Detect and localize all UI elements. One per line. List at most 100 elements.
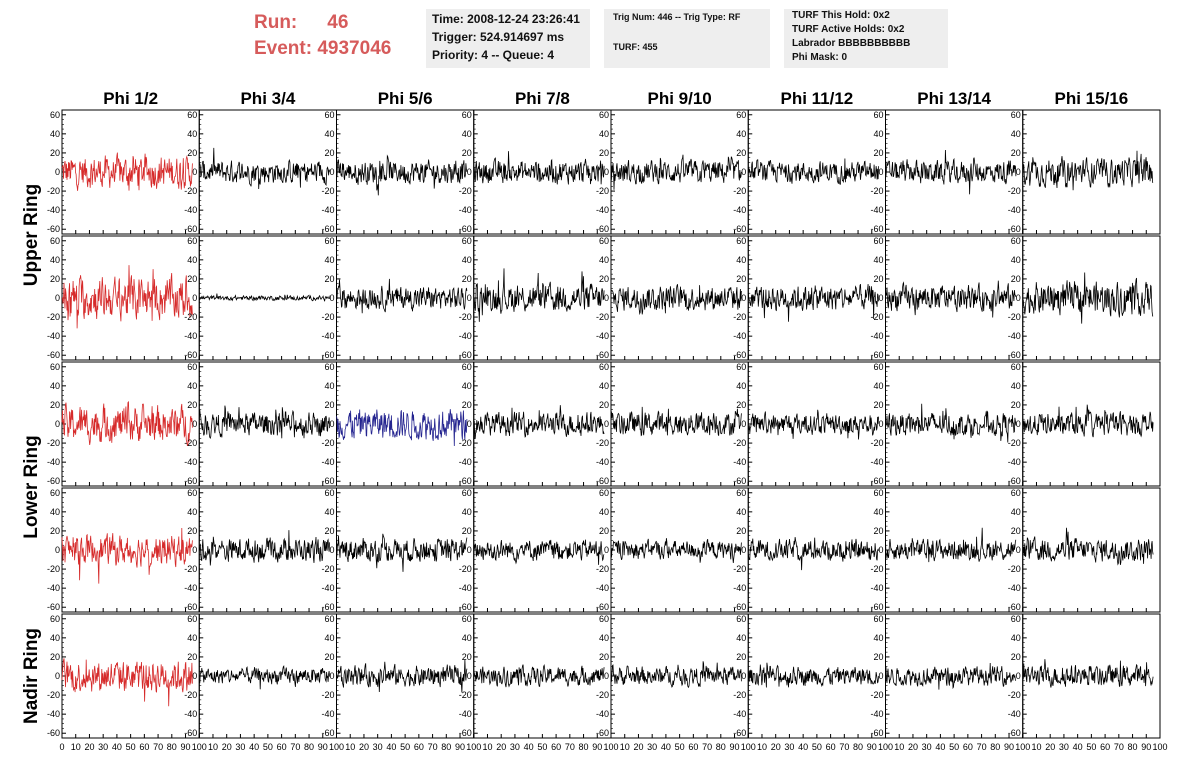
turf-text: TURF: 455 bbox=[613, 42, 658, 52]
x-tick-label-6-6: 60 bbox=[963, 742, 973, 752]
panel-frame-1-3 bbox=[473, 235, 612, 361]
column-title-5: Phi 11/12 bbox=[780, 89, 853, 108]
y-tick-label-1-2-1: -40 bbox=[321, 331, 334, 341]
trace-2-0 bbox=[61, 400, 193, 447]
y-tick-label-2-6-0: -60 bbox=[870, 476, 883, 486]
y-tick-label-4-0-2: -20 bbox=[47, 690, 60, 700]
y-tick-label-3-5-5: 40 bbox=[736, 507, 746, 517]
trace-3-2 bbox=[336, 533, 468, 572]
y-tick-label-2-4-3: 0 bbox=[604, 419, 609, 429]
y-tick-label-1-0-4: 20 bbox=[50, 274, 60, 284]
y-tick-label-3-7-6: 60 bbox=[1011, 488, 1021, 498]
trace-3-5 bbox=[747, 537, 879, 571]
y-tick-label-4-1-2: -20 bbox=[184, 690, 197, 700]
x-tick-label-2-2: 20 bbox=[359, 742, 369, 752]
y-tick-label-2-3-0: -60 bbox=[459, 476, 472, 486]
x-tick-label-5-7: 70 bbox=[839, 742, 849, 752]
x-tick-label-3-10: 100 bbox=[603, 742, 618, 752]
y-tick-label-2-1-1: -40 bbox=[184, 457, 197, 467]
y-tick-label-3-6-0: -60 bbox=[870, 602, 883, 612]
y-tick-label-4-5-2: -20 bbox=[733, 690, 746, 700]
y-tick-label-0-4-2: -20 bbox=[596, 186, 609, 196]
y-tick-label-2-4-4: 20 bbox=[599, 400, 609, 410]
y-tick-label-1-0-1: -40 bbox=[47, 331, 60, 341]
y-tick-label-4-5-0: -60 bbox=[733, 728, 746, 738]
trace-4-2 bbox=[336, 659, 468, 693]
y-tick-label-4-7-3: 0 bbox=[1016, 671, 1021, 681]
trace-0-4 bbox=[610, 154, 742, 190]
y-tick-label-3-4-1: -40 bbox=[596, 583, 609, 593]
y-tick-label-3-3-4: 20 bbox=[462, 526, 472, 536]
x-tick-label-2-10: 100 bbox=[466, 742, 481, 752]
y-tick-label-2-6-3: 0 bbox=[878, 419, 883, 429]
y-tick-label-0-7-0: -60 bbox=[1008, 224, 1021, 234]
phi-mask-text: Phi Mask: 0 bbox=[792, 52, 848, 63]
trace-1-5 bbox=[747, 283, 879, 322]
y-tick-label-1-0-0: -60 bbox=[47, 350, 60, 360]
y-tick-label-3-0-1: -40 bbox=[47, 583, 60, 593]
y-tick-label-4-5-4: 20 bbox=[736, 652, 746, 662]
y-tick-label-2-5-5: 40 bbox=[736, 381, 746, 391]
y-tick-label-3-7-2: -20 bbox=[1008, 564, 1021, 574]
y-tick-label-3-0-6: 60 bbox=[50, 488, 60, 498]
y-tick-label-4-1-3: 0 bbox=[192, 671, 197, 681]
x-tick-label-7-1: 10 bbox=[1031, 742, 1041, 752]
x-tick-label-3-5: 50 bbox=[537, 742, 547, 752]
y-tick-label-0-4-1: -40 bbox=[596, 205, 609, 215]
y-tick-label-4-3-4: 20 bbox=[462, 652, 472, 662]
x-tick-label-7-6: 60 bbox=[1100, 742, 1110, 752]
y-tick-label-4-5-5: 40 bbox=[736, 633, 746, 643]
trace-2-3 bbox=[473, 405, 605, 440]
y-tick-label-1-2-5: 40 bbox=[324, 255, 334, 265]
column-title-2: Phi 5/6 bbox=[378, 89, 433, 108]
panel-frame-0-2 bbox=[336, 109, 475, 235]
y-tick-label-1-6-6: 60 bbox=[873, 236, 883, 246]
y-tick-label-2-7-1: -40 bbox=[1008, 457, 1021, 467]
y-tick-label-2-2-6: 60 bbox=[324, 362, 334, 372]
y-tick-label-1-5-0: -60 bbox=[733, 350, 746, 360]
x-tick-label-5-4: 40 bbox=[798, 742, 808, 752]
x-tick-label-5-5: 50 bbox=[812, 742, 822, 752]
y-tick-label-1-1-6: 60 bbox=[187, 236, 197, 246]
y-tick-label-2-5-1: -40 bbox=[733, 457, 746, 467]
y-tick-label-2-0-3: 0 bbox=[55, 419, 60, 429]
column-title-7: Phi 15/16 bbox=[1055, 89, 1129, 108]
y-tick-label-1-3-0: -60 bbox=[459, 350, 472, 360]
x-tick-label-6-5: 50 bbox=[949, 742, 959, 752]
y-tick-label-4-4-5: 40 bbox=[599, 633, 609, 643]
y-tick-label-1-7-4: 20 bbox=[1011, 274, 1021, 284]
x-tick-label-4-4: 40 bbox=[661, 742, 671, 752]
y-tick-label-0-3-1: -40 bbox=[459, 205, 472, 215]
x-tick-label-5-1: 10 bbox=[757, 742, 767, 752]
column-title-3: Phi 7/8 bbox=[515, 89, 570, 108]
turf-hold-box: TURF This Hold: 0x2 TURF Active Holds: 0… bbox=[784, 9, 948, 68]
y-tick-label-0-7-2: -20 bbox=[1008, 186, 1021, 196]
y-tick-label-1-6-0: -60 bbox=[870, 350, 883, 360]
y-tick-label-1-4-5: 40 bbox=[599, 255, 609, 265]
y-tick-label-3-1-3: 0 bbox=[192, 545, 197, 555]
y-tick-label-1-1-3: 0 bbox=[192, 293, 197, 303]
y-tick-label-1-7-2: -20 bbox=[1008, 312, 1021, 322]
x-tick-label-1-1: 10 bbox=[208, 742, 218, 752]
y-tick-label-1-0-3: 0 bbox=[55, 293, 60, 303]
y-tick-label-3-2-0: -60 bbox=[321, 602, 334, 612]
y-tick-label-3-7-0: -60 bbox=[1008, 602, 1021, 612]
y-tick-label-2-0-1: -40 bbox=[47, 457, 60, 467]
y-tick-label-1-6-2: -20 bbox=[870, 312, 883, 322]
y-tick-label-0-6-1: -40 bbox=[870, 205, 883, 215]
y-tick-label-2-2-2: -20 bbox=[321, 438, 334, 448]
trace-2-6 bbox=[885, 403, 1017, 443]
y-tick-label-0-5-3: 0 bbox=[741, 167, 746, 177]
x-tick-label-7-9: 90 bbox=[1141, 742, 1151, 752]
x-tick-label-7-2: 20 bbox=[1045, 742, 1055, 752]
y-tick-label-4-6-2: -20 bbox=[870, 690, 883, 700]
x-tick-label-6-7: 70 bbox=[977, 742, 987, 752]
x-tick-label-3-3: 30 bbox=[510, 742, 520, 752]
y-tick-label-1-1-4: 20 bbox=[187, 274, 197, 284]
x-tick-label-1-8: 80 bbox=[304, 742, 314, 752]
y-tick-label-2-7-0: -60 bbox=[1008, 476, 1021, 486]
y-tick-label-1-0-2: -20 bbox=[47, 312, 60, 322]
x-tick-label-0-8: 80 bbox=[167, 742, 177, 752]
y-tick-label-4-2-6: 60 bbox=[324, 614, 334, 624]
y-tick-label-4-0-0: -60 bbox=[47, 728, 60, 738]
